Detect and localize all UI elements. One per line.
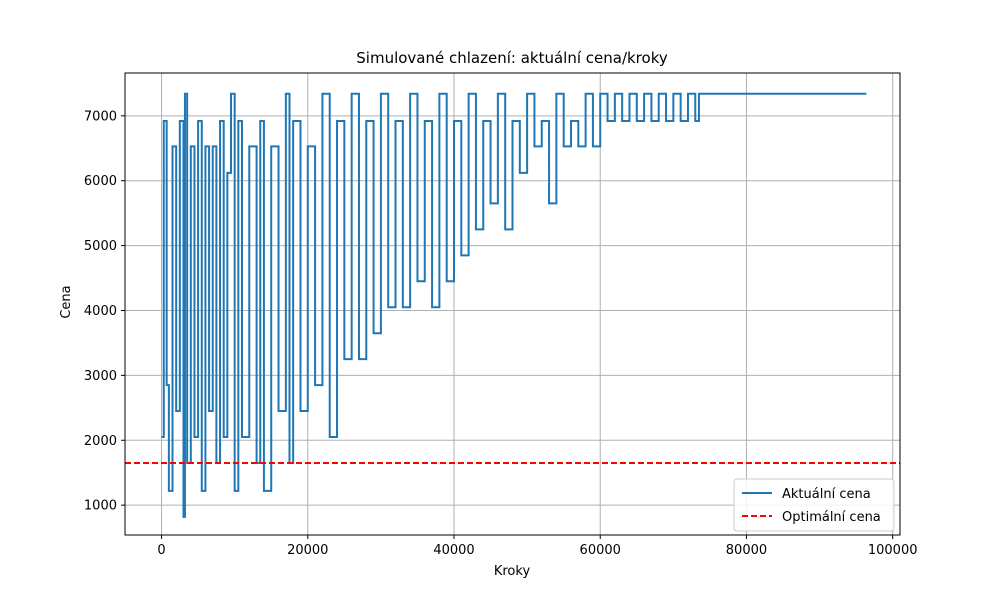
y-axis-ticks: 1000 2000 3000 4000 5000 6000 7000 <box>84 109 125 514</box>
y-tick-label: 5000 <box>84 239 117 254</box>
plot-area-frame <box>124 72 901 536</box>
x-tick-label: 40000 <box>433 543 474 558</box>
x-tick-label: 100000 <box>868 543 918 558</box>
chart-title: Simulované chlazení: aktuální cena/kroky <box>356 49 668 67</box>
x-axis-label: Kroky <box>494 564 531 579</box>
legend: Aktuální cena Optimální cena <box>733 478 895 532</box>
series-line-path <box>161 92 867 518</box>
y-tick-label: 4000 <box>84 304 117 319</box>
y-tick-label: 2000 <box>84 434 117 449</box>
legend-label-aktualni-cena: Aktuální cena <box>782 487 871 502</box>
x-tick-label: 80000 <box>726 543 767 558</box>
y-tick-label: 7000 <box>84 109 117 124</box>
x-tick-label: 60000 <box>580 543 621 558</box>
legend-label-optimalni-cena: Optimální cena <box>782 510 881 525</box>
y-tick-label: 1000 <box>84 499 117 514</box>
series-aktualni-cena-line <box>161 92 867 518</box>
y-tick-label: 6000 <box>84 174 117 189</box>
x-tick-label: 0 <box>157 543 165 558</box>
x-axis-ticks: 0 20000 40000 60000 80000 100000 <box>157 535 918 558</box>
legend-box <box>733 478 895 532</box>
y-axis-label: Cena <box>59 285 74 318</box>
y-tick-label: 3000 <box>84 369 117 384</box>
x-tick-label: 20000 <box>287 543 328 558</box>
